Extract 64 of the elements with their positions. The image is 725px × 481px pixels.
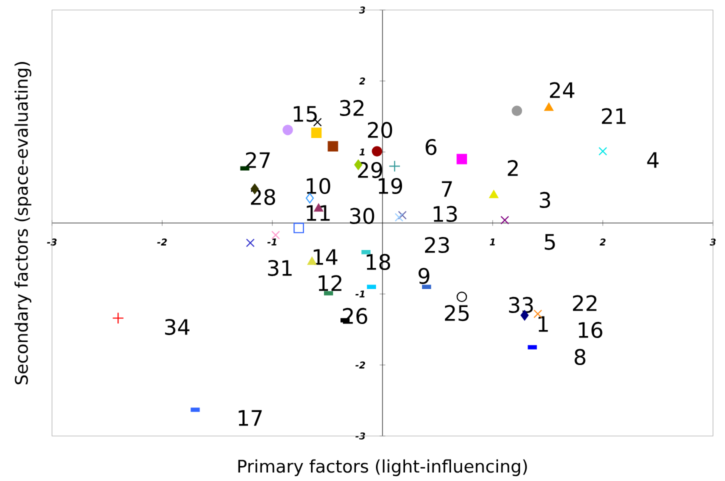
annotation: 31: [268, 260, 292, 276]
annotation: 13: [434, 206, 457, 222]
annotation: 22: [572, 295, 596, 311]
x-tick-label: 1: [490, 238, 495, 246]
y-tick-label: -2: [355, 362, 366, 368]
point: [489, 190, 498, 198]
x-axis-title: Primary factors (light-influencing): [238, 459, 527, 476]
annotation: 24: [550, 82, 574, 98]
point: [372, 146, 382, 156]
annotation: 2: [508, 160, 518, 176]
annotation: 33: [509, 296, 533, 314]
annotation: 11: [306, 205, 330, 221]
y-tick-label: -3: [355, 432, 366, 440]
y-tick-label: 2: [359, 78, 366, 84]
point: [512, 106, 522, 116]
annotation: 23: [425, 236, 449, 254]
annotation: 19: [378, 178, 402, 194]
y-tick-label: 3: [359, 6, 366, 14]
point: [294, 222, 304, 234]
y-tick-label: 1: [360, 148, 365, 156]
annotation: 16: [578, 322, 602, 338]
annotation: 18: [366, 254, 390, 270]
annotation: 32: [340, 100, 364, 116]
y-axis-title: Secondary factors (space-evaluating): [14, 62, 32, 384]
point: [271, 230, 280, 240]
point: [398, 210, 407, 220]
annotation: 25: [444, 304, 469, 322]
x-tick-label: 3: [710, 238, 716, 246]
point: [246, 238, 255, 248]
point: [456, 292, 468, 302]
annotation: 15: [294, 106, 317, 122]
annotation: 7: [442, 181, 452, 197]
point: [598, 146, 608, 156]
point: [311, 128, 322, 138]
annotation: 17: [238, 410, 262, 426]
annotation: 6: [426, 138, 436, 156]
point: [394, 213, 404, 222]
annotation: 5: [544, 234, 555, 250]
x-tick-label: -1: [267, 238, 276, 246]
point: [388, 160, 400, 172]
annotation: 3: [540, 192, 550, 208]
annotation: 8: [574, 348, 586, 366]
annotation: 9: [418, 268, 430, 284]
annotation: 29: [358, 162, 382, 178]
annotation: 27: [246, 152, 270, 168]
point: [544, 102, 554, 111]
annotation: 12: [318, 275, 342, 291]
annotation: 4: [647, 152, 659, 168]
y-tick-label: -1: [355, 290, 365, 298]
point: [112, 312, 124, 324]
annotation: 1: [538, 316, 548, 332]
point: [328, 141, 338, 152]
annotation: 20: [368, 122, 392, 138]
annotation: 34: [165, 318, 190, 336]
annotation: 14: [314, 249, 338, 265]
x-tick-label: 2: [600, 238, 606, 246]
point: [456, 154, 468, 164]
annotation: 10: [306, 178, 330, 194]
annotation: 30: [350, 208, 374, 224]
x-tick-label: -2: [157, 238, 167, 246]
point: [500, 216, 510, 224]
annotation: 21: [602, 108, 626, 124]
point: [282, 124, 293, 136]
x-tick-label: -3: [47, 238, 57, 246]
